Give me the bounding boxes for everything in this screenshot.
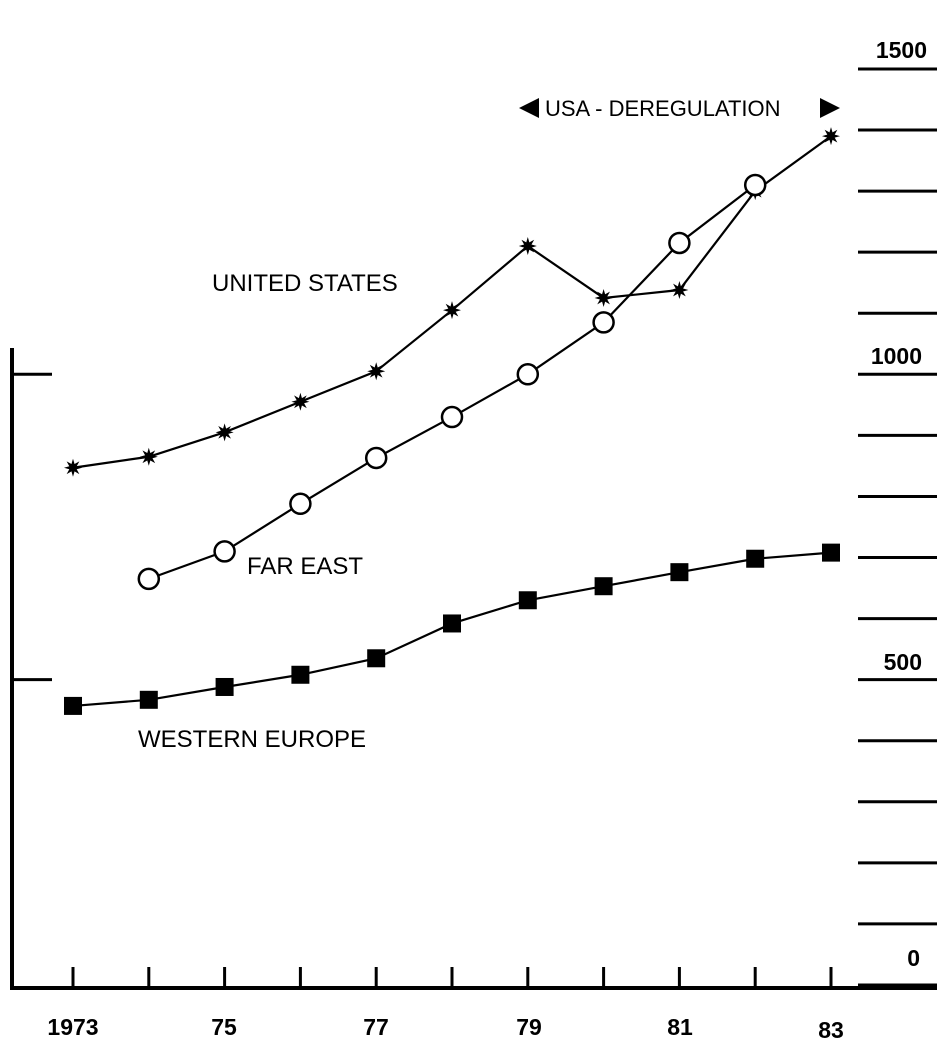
y-tick-label-0: 0 [907, 945, 920, 971]
data-point-western-europe-1983 [822, 543, 840, 562]
data-point-far-east-1981 [668, 231, 691, 255]
data-point-western-europe-1976 [291, 665, 310, 684]
y-tick-label-1500: 1500 [876, 37, 927, 63]
data-point-western-europe-1982 [746, 549, 765, 568]
data-point-united-states-1974 [139, 447, 158, 466]
data-point-united-states-1978 [443, 301, 461, 320]
series-label-united-states: UNITED STATES [212, 270, 398, 297]
x-tick-label-75: 75 [211, 1014, 237, 1040]
deregulation-label: USA - DEREGULATION [545, 96, 781, 121]
data-point-western-europe-1981 [670, 563, 689, 582]
data-point-western-europe-1979 [518, 591, 537, 610]
series-line-far-east [148, 184, 756, 580]
series-label-far-east: FAR EAST [247, 553, 363, 580]
axes [10, 348, 937, 990]
data-point-far-east-1982 [743, 173, 767, 197]
deregulation-annotation: USA - DEREGULATION [519, 96, 840, 121]
data-point-western-europe-1973 [64, 696, 82, 715]
ticks [12, 67, 937, 988]
data-point-western-europe-1978 [443, 614, 461, 633]
data-point-united-states-1981 [670, 281, 689, 300]
data-point-far-east-1975 [213, 540, 236, 563]
series-united-states [64, 127, 840, 477]
data-point-far-east-1980 [592, 311, 615, 334]
data-point-western-europe-1975 [215, 677, 234, 696]
series-western-europe [64, 543, 840, 715]
tick-labels: 1500 1000 500 0 1973 75 77 79 81 83 [47, 37, 927, 1042]
series-layer [64, 127, 840, 715]
data-point-united-states-1973 [64, 458, 82, 477]
x-tick-label-79: 79 [516, 1014, 542, 1040]
data-point-western-europe-1980 [594, 577, 613, 596]
data-point-far-east-1978 [440, 405, 464, 429]
data-point-united-states-1983 [822, 127, 840, 146]
data-point-united-states-1975 [215, 423, 234, 442]
x-tick-label-83: 83 [818, 1017, 844, 1042]
left-arrow-icon [519, 98, 539, 118]
data-point-united-states-1980 [594, 288, 613, 307]
x-tick-label-77: 77 [363, 1014, 389, 1040]
x-tick-label-1973: 1973 [47, 1014, 98, 1040]
data-point-far-east-1979 [516, 363, 540, 386]
data-point-united-states-1977 [367, 362, 386, 381]
y-tick-label-500: 500 [884, 649, 922, 675]
series-far-east [137, 173, 767, 591]
series-label-western-europe: WESTERN EUROPE [138, 726, 366, 753]
right-arrow-icon [820, 98, 840, 118]
data-point-western-europe-1974 [139, 690, 158, 709]
data-point-united-states-1976 [291, 392, 310, 411]
data-point-far-east-1976 [289, 492, 312, 516]
data-point-far-east-1977 [364, 446, 388, 470]
y-tick-label-1000: 1000 [871, 343, 922, 369]
x-tick-label-81: 81 [667, 1014, 693, 1040]
data-point-united-states-1979 [518, 237, 537, 256]
data-point-western-europe-1977 [367, 649, 386, 668]
data-point-far-east-1974 [137, 567, 161, 591]
